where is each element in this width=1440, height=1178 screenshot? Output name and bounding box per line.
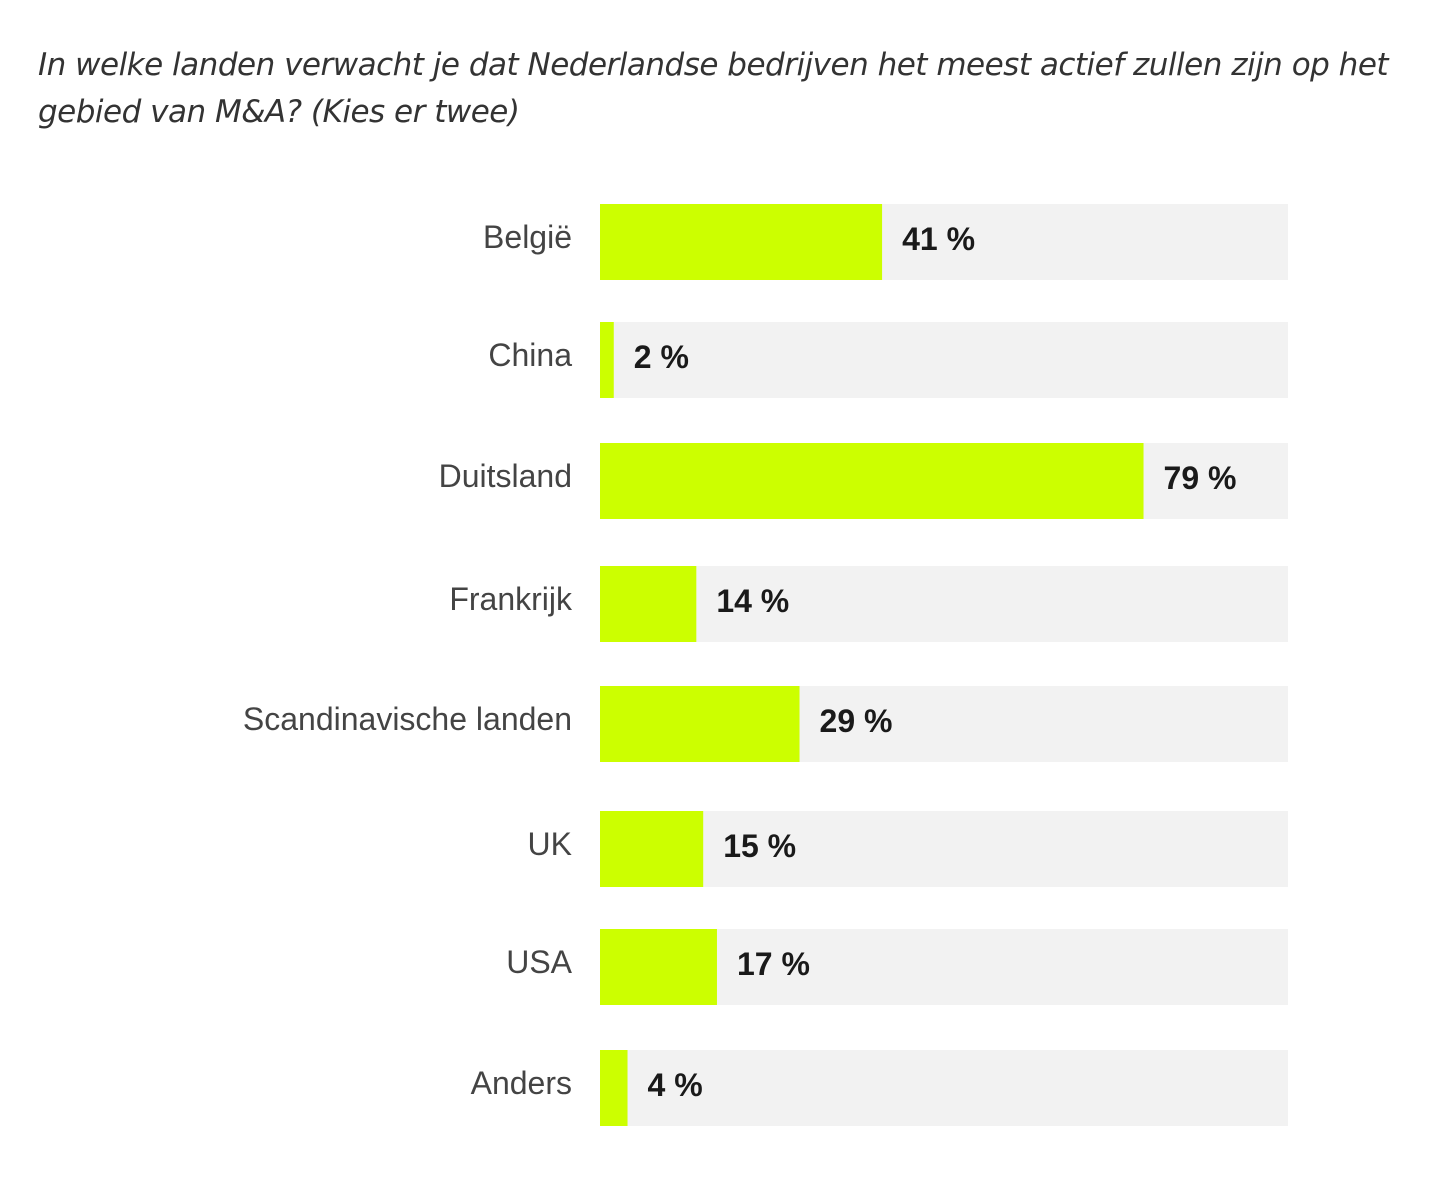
bar-track (600, 566, 1288, 642)
category-label: China (488, 337, 572, 373)
value-label: 15 % (723, 828, 796, 864)
value-label: 4 % (648, 1067, 703, 1103)
bar (600, 204, 883, 280)
category-label: USA (506, 944, 572, 980)
bar (600, 1050, 628, 1126)
chart-title: In welke landen verwacht je dat Nederlan… (38, 47, 1389, 130)
bar (600, 929, 717, 1005)
bar (600, 811, 704, 887)
category-label: Anders (471, 1065, 572, 1101)
value-label: 14 % (716, 583, 789, 619)
category-label: Scandinavische landen (243, 701, 572, 737)
bar (600, 686, 800, 762)
bar (600, 443, 1144, 519)
bar-track (600, 1050, 1288, 1126)
value-label: 17 % (737, 946, 810, 982)
value-label: 79 % (1164, 460, 1237, 496)
category-label: Duitsland (439, 458, 572, 494)
category-label: UK (528, 826, 572, 862)
bar-track (600, 811, 1288, 887)
category-label: België (483, 219, 572, 255)
bar (600, 322, 614, 398)
bar-track (600, 322, 1288, 398)
value-label: 41 % (902, 221, 975, 257)
value-label: 29 % (820, 703, 893, 739)
category-label: Frankrijk (449, 581, 573, 617)
value-label: 2 % (634, 339, 689, 375)
bar (600, 566, 697, 642)
